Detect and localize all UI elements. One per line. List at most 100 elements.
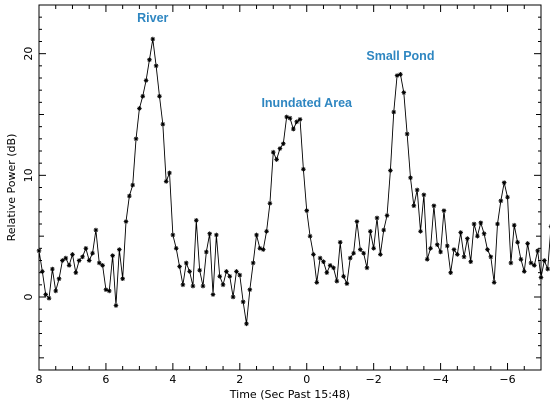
data-point-marker [120, 276, 125, 282]
data-point-marker [324, 270, 330, 275]
data-point-marker [381, 227, 387, 233]
data-point-marker [535, 248, 540, 254]
annotations: River Inundated Area Small Pond [137, 11, 434, 110]
x-tick-label: 6 [102, 373, 109, 386]
data-point-marker [214, 232, 219, 238]
data-point-marker [538, 275, 544, 280]
data-point-marker [354, 219, 360, 224]
data-point-marker [70, 252, 75, 257]
data-point-marker [270, 149, 276, 155]
data-point-marker [505, 194, 510, 200]
data-point-marker [525, 241, 530, 246]
y-tick-label: 20 [22, 47, 35, 61]
data-point-marker [177, 264, 182, 269]
data-point-marker [491, 280, 497, 285]
data-point-marker [314, 280, 320, 285]
data-point-marker [334, 278, 340, 284]
annotation-label: Small Pond [366, 49, 434, 63]
data-point-marker [421, 192, 427, 198]
data-point-marker [468, 259, 474, 265]
data-point-marker [481, 231, 487, 237]
data-point-marker [173, 246, 179, 251]
data-point-marker [545, 266, 550, 272]
axis-ticks [38, 4, 542, 370]
data-point-marker [113, 303, 119, 308]
data-point-marker [451, 247, 457, 252]
data-point-marker [247, 287, 253, 292]
data-point-marker [260, 247, 266, 252]
data-point-marker [100, 263, 105, 268]
data-point-marker [294, 119, 299, 125]
y-tick-label: 10 [22, 168, 35, 182]
data-point-marker [281, 141, 286, 146]
data-point-marker [321, 259, 326, 265]
data-point-marker [86, 258, 92, 263]
data-point-marker [137, 106, 142, 111]
data-point-marker [237, 272, 243, 278]
data-point-marker [317, 255, 323, 261]
data-point-marker [311, 252, 316, 257]
data-point-marker [357, 247, 363, 252]
data-point-marker [351, 250, 356, 256]
data-point-marker [36, 248, 42, 254]
data-point-marker [287, 115, 293, 121]
data-point-marker [170, 232, 176, 238]
data-point-marker [217, 274, 223, 279]
data-point-marker [240, 299, 246, 305]
data-point-marker [408, 175, 413, 181]
data-point-marker [274, 157, 279, 162]
data-point-marker [284, 114, 289, 120]
data-point-marker [150, 36, 156, 42]
data-point-marker [224, 269, 229, 274]
data-point-marker [361, 250, 366, 256]
data-point-marker [234, 269, 239, 274]
data-point-marker [347, 255, 353, 261]
data-point-marker [431, 203, 437, 209]
data-point-marker [133, 136, 139, 142]
data-point-marker [341, 274, 346, 279]
data-point-marker [40, 269, 45, 274]
data-point-marker [438, 249, 443, 255]
data-point-marker [378, 252, 383, 257]
data-point-marker [140, 93, 146, 99]
data-point-marker [475, 233, 480, 239]
y-tick-label: 0 [22, 294, 35, 301]
data-point-marker [153, 63, 159, 69]
data-point-marker [227, 274, 233, 279]
data-point-marker [485, 247, 490, 252]
data-point-marker [441, 208, 447, 213]
data-point-marker [368, 229, 373, 234]
data-point-marker [130, 182, 136, 188]
data-point-marker [220, 282, 226, 288]
data-point-marker [388, 168, 393, 173]
data-point-marker [521, 269, 527, 274]
data-point-marker [197, 267, 202, 273]
data-point-marker [488, 254, 494, 260]
data-point-marker [498, 198, 504, 204]
data-point-marker [277, 146, 283, 151]
annotation-label: Inundated Area [261, 96, 353, 110]
data-point-marker [244, 321, 249, 327]
data-point-marker [515, 239, 520, 245]
data-point-marker [384, 213, 390, 218]
data-point-marker [200, 283, 206, 289]
data-point-marker [66, 263, 72, 268]
data-point-marker [344, 281, 350, 286]
annotation-label: River [137, 11, 168, 25]
data-point-marker [56, 276, 62, 282]
x-axis-title: Time (Sec Past 15:48) [229, 388, 350, 401]
data-point-marker [187, 269, 192, 274]
data-point-marker [291, 126, 296, 132]
x-tick-label: 0 [303, 373, 310, 386]
data-point-marker [478, 220, 484, 226]
data-point-marker [414, 187, 420, 193]
data-point-marker [53, 288, 59, 294]
data-point-marker [83, 246, 89, 251]
data-point-marker [518, 256, 524, 262]
data-point-marker [193, 218, 199, 223]
x-tick-label: −2 [366, 373, 382, 386]
data-point-marker [455, 252, 460, 257]
data-point-marker [398, 72, 403, 77]
data-point-marker [63, 255, 69, 261]
